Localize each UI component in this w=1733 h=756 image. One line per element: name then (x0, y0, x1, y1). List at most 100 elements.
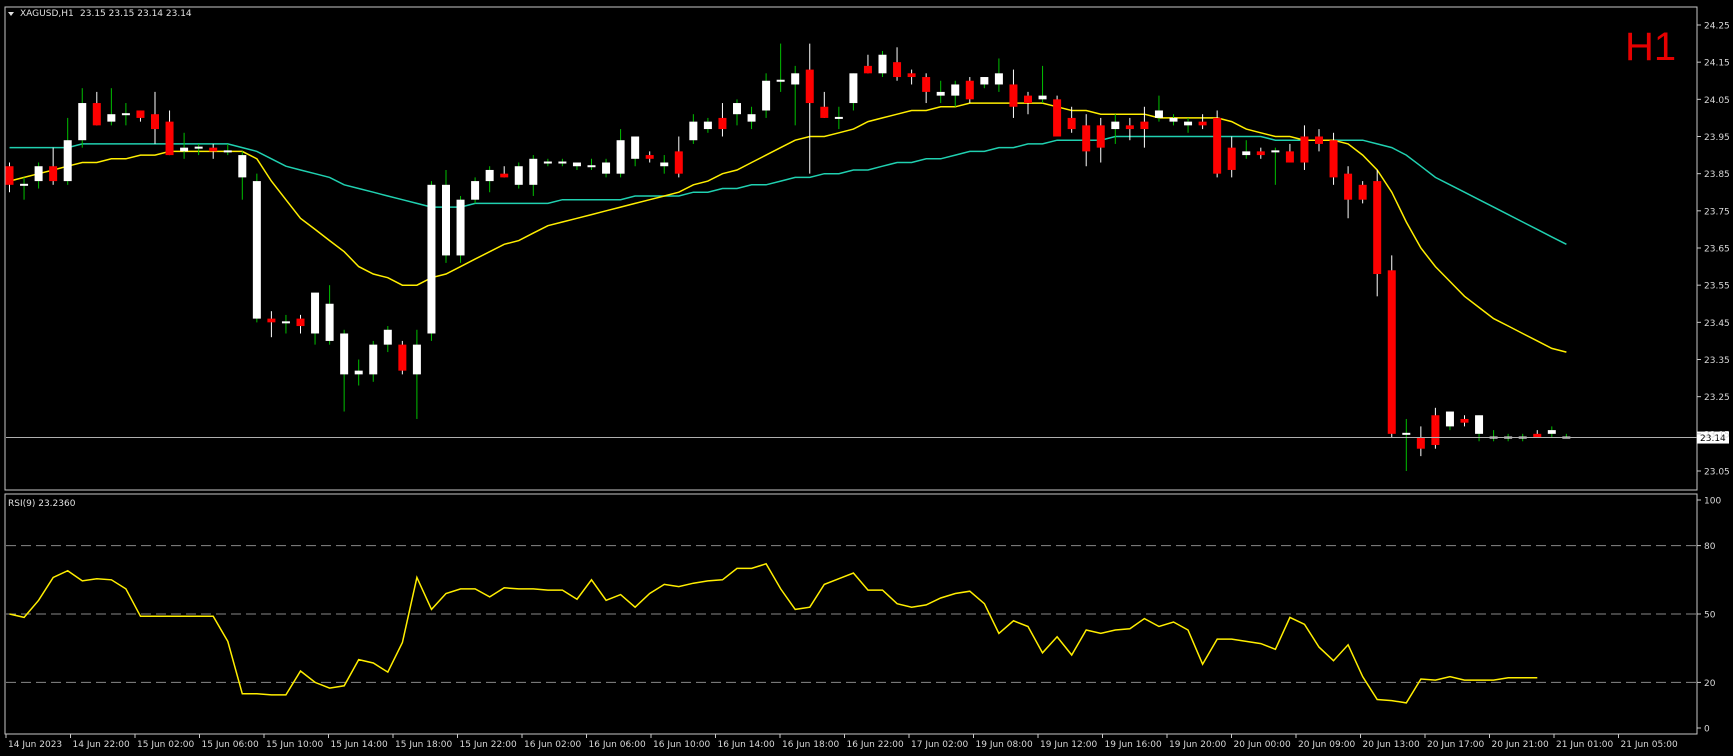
symbol-dropdown-icon[interactable] (8, 12, 14, 16)
candle (820, 91, 829, 118)
candle (1300, 125, 1309, 170)
candle-body-bull (558, 161, 567, 164)
candle-body-bull (1154, 110, 1163, 118)
time-tick-label: 16 Jun 06:00 (589, 740, 646, 750)
candle-body-bear (1387, 270, 1396, 434)
price-tick-label: 23.75 (1704, 207, 1730, 217)
candle (1315, 129, 1323, 152)
candle-body-bull (1475, 415, 1484, 434)
time-tick-label: 19 Jun 20:00 (1169, 740, 1226, 750)
time-tick-label: 20 Jun 13:00 (1363, 740, 1420, 750)
candle-body-bear (1198, 121, 1207, 126)
candle (1373, 169, 1382, 297)
candle-body-bull (412, 344, 421, 375)
candle-body-bull (1169, 117, 1178, 122)
candle (1358, 181, 1367, 204)
candle-body-bull (34, 166, 43, 182)
rsi-indicator-label: RSI(9) 23.2360 (8, 499, 76, 509)
candle-body-bull (572, 162, 581, 167)
candle-body-bear (863, 65, 872, 74)
candle-body-bull (63, 140, 72, 182)
candle-body-bear (907, 73, 916, 78)
candle-body-bear (1416, 437, 1425, 449)
candle (689, 114, 698, 144)
candle-body-bear (1227, 147, 1236, 170)
candle (1082, 114, 1091, 167)
candle-body-bear (1344, 173, 1353, 200)
rsi-tick-label: 20 (1704, 679, 1716, 689)
candle-body-bear (1096, 125, 1105, 148)
time-tick-label: 21 Jun 01:00 (1556, 740, 1613, 750)
candle (1227, 136, 1236, 178)
candle-body-bull (703, 121, 712, 130)
candle (165, 110, 174, 156)
candle-body-bear (820, 106, 829, 118)
candle (703, 117, 712, 133)
candle (136, 110, 145, 122)
candle-body-bear (674, 151, 683, 174)
candle-body-bear (136, 110, 145, 118)
candle-body-bull (733, 103, 741, 115)
candle-body-bull (951, 84, 960, 96)
candle (49, 147, 58, 185)
time-tick-label: 15 Jun 22:00 (460, 740, 517, 750)
time-tick-label: 15 Jun 14:00 (331, 740, 388, 750)
candle (1445, 411, 1454, 431)
candle-body-bull (994, 73, 1003, 85)
time-tick-label: 20 Jun 09:00 (1298, 740, 1355, 750)
candle-body-bear (267, 318, 276, 323)
time-axis: 14 Jun 2023 14 Jun 22:00 15 Jun 02:00 15 Ju… (5, 734, 1678, 750)
candle (660, 155, 669, 174)
candle (107, 88, 116, 126)
candle (500, 166, 509, 178)
candle (965, 77, 974, 104)
candle-body-bear (500, 173, 509, 178)
candle-body-bull (325, 303, 334, 341)
candle-body-bull (340, 333, 349, 375)
candle-body-bull (121, 113, 130, 116)
rsi-tick-label: 100 (1704, 497, 1721, 507)
candle-body-bull (485, 169, 494, 182)
candle (78, 88, 87, 148)
candle (645, 151, 654, 163)
candle (834, 106, 843, 130)
candle-body-bear (718, 117, 727, 130)
candle-body-bull (602, 162, 611, 174)
candle-body-bull (442, 184, 450, 256)
candle (5, 162, 14, 193)
price-tick-label: 23.95 (1704, 133, 1730, 143)
candle-body-bull (78, 103, 87, 141)
candle (427, 181, 436, 341)
candle (863, 54, 872, 74)
candle (412, 329, 421, 419)
candle-body-bull (383, 329, 392, 345)
candle-body-bull (1547, 430, 1556, 434)
candle (849, 73, 858, 111)
time-tick-label: 15 Jun 06:00 (202, 740, 259, 750)
candle (223, 143, 232, 156)
candle-body-bull (616, 140, 625, 174)
candle-body-bull (1271, 150, 1280, 153)
candle (893, 47, 902, 81)
time-tick-label: 19 Jun 12:00 (1040, 740, 1097, 750)
candle (209, 143, 218, 159)
rsi-layer (9, 562, 1538, 704)
candle-body-bull (849, 73, 858, 104)
candle-body-bull (1402, 432, 1411, 435)
time-tick-label: 15 Jun 10:00 (266, 740, 323, 750)
candle (121, 103, 130, 126)
price-tick-label: 23.15 (1704, 430, 1730, 440)
candle (1111, 114, 1120, 144)
candle (514, 162, 523, 189)
time-tick-label: 16 Jun 14:00 (718, 740, 775, 750)
candle (1053, 95, 1062, 137)
candle (442, 169, 450, 263)
candle (92, 91, 101, 126)
time-tick-label: 20 Jun 17:00 (1427, 740, 1484, 750)
candle-body-bull (791, 73, 800, 85)
candle-body-bull (20, 183, 29, 186)
current-price-layer: 23.14 (6, 431, 1729, 444)
candle-body-bear (1460, 418, 1469, 423)
candle-body-bull (471, 181, 480, 200)
